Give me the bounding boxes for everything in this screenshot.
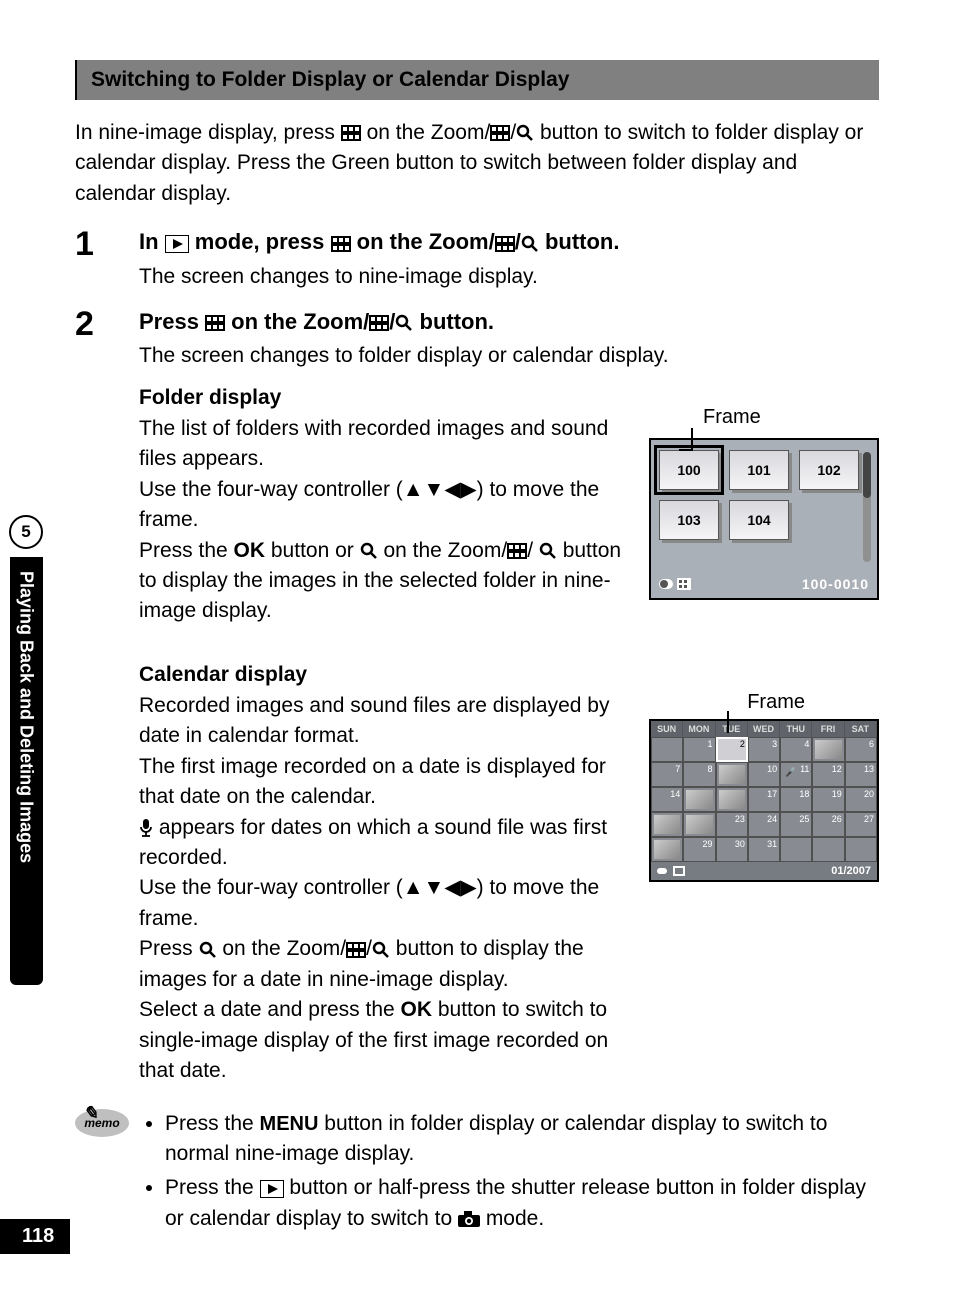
magnify-icon (539, 542, 557, 560)
grid-icon (369, 315, 389, 331)
grid-icon (205, 315, 225, 331)
thumb-toggle-icon (659, 577, 693, 591)
magnify-icon (395, 314, 413, 332)
grid-icon (341, 125, 361, 141)
calendar-date-footer: 01/2007 (831, 865, 871, 877)
memo-item: Press the button or half-press the shutt… (165, 1173, 879, 1234)
section-header: Switching to Folder Display or Calendar … (75, 60, 879, 100)
step-number: 1 (75, 227, 139, 292)
folder-cell: 102 (799, 450, 859, 490)
folder-cell: 103 (659, 500, 719, 540)
magnify-icon (199, 941, 217, 959)
magnify-icon (516, 124, 534, 142)
step-2: 2 Press on the Zoom// button. The screen… (75, 307, 879, 1087)
folder-display-diagram: Frame 100 101 102 103 104 (649, 438, 879, 600)
menu-label: MENU (260, 1113, 319, 1135)
playback-icon (260, 1180, 284, 1198)
grid-icon (331, 236, 351, 252)
toggle-dot-icon (657, 868, 667, 874)
microphone-icon (139, 818, 153, 838)
frame-label: Frame (747, 691, 805, 714)
folder-cell: 101 (729, 450, 789, 490)
calendar-display-diagram: Frame SUNMONTUEWEDTHUFRISAT 123456 78910… (649, 719, 879, 882)
folder-code: 100-0010 (802, 576, 869, 592)
grid-icon (495, 236, 515, 252)
grid-icon (346, 942, 366, 958)
memo-item: Press the MENU button in folder display … (165, 1109, 879, 1170)
camera-icon (458, 1211, 480, 1227)
step-2-desc: The screen changes to folder display or … (139, 341, 879, 371)
playback-icon (165, 235, 189, 253)
grid-icon (490, 125, 510, 141)
step-1-title: In mode, press on the Zoom// button. (139, 227, 879, 258)
folder-cell: 100 (659, 450, 719, 490)
calendar-day-header: SUNMONTUEWEDTHUFRISAT (651, 721, 877, 737)
folder-heading: Folder display (139, 386, 879, 410)
magnify-icon (372, 941, 390, 959)
grid-icon (507, 543, 527, 559)
intro-paragraph: In nine-image display, press on the Zoom… (75, 118, 879, 209)
folder-cell: 104 (729, 500, 789, 540)
calendar-heading: Calendar display (139, 663, 879, 687)
step-2-title: Press on the Zoom// button. (139, 307, 879, 338)
scrollbar (863, 452, 871, 562)
magnify-icon (521, 235, 539, 253)
step-1: 1 In mode, press on the Zoom// button. T… (75, 227, 879, 292)
step-number: 2 (75, 307, 139, 1087)
step-1-desc: The screen changes to nine-image display… (139, 262, 879, 292)
calendar-text: Recorded images and sound files are disp… (139, 691, 625, 1087)
calendar-grid: 123456 78910111213 14151617181920 212223… (651, 737, 877, 862)
memo-badge: ✎memo (75, 1109, 129, 1239)
toggle-square-icon (673, 866, 685, 876)
ok-label: OK (401, 998, 433, 1021)
page-number: 118 (0, 1219, 70, 1254)
ok-label: OK (234, 539, 266, 562)
folder-text: The list of folders with recorded images… (139, 414, 625, 627)
memo-list: Press the MENU button in folder display … (147, 1109, 879, 1239)
frame-label: Frame (703, 406, 761, 429)
memo-block: ✎memo Press the MENU button in folder di… (75, 1109, 879, 1239)
magnify-icon (360, 542, 378, 560)
